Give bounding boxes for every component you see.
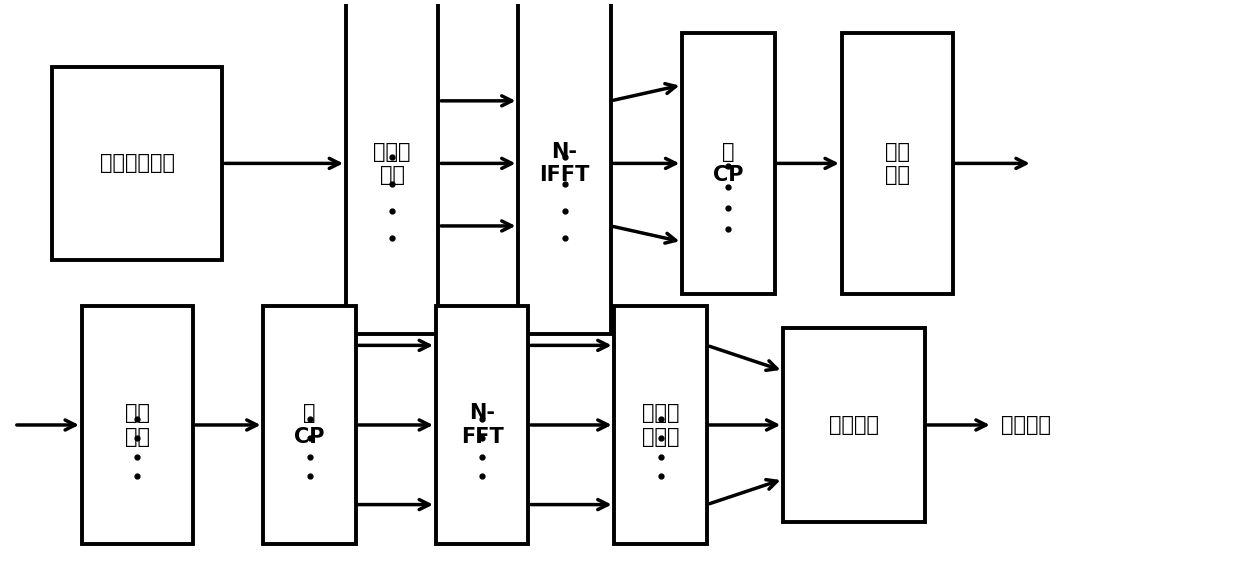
- Text: 导频序列生成: 导频序列生成: [99, 153, 175, 174]
- Bar: [682, 32, 775, 294]
- Text: N-
FFT: N- FFT: [461, 403, 503, 447]
- Bar: [842, 32, 952, 294]
- Text: 子载波
映射: 子载波 映射: [373, 142, 410, 185]
- Text: 加
CP: 加 CP: [713, 142, 744, 185]
- Bar: [436, 306, 528, 545]
- Bar: [784, 328, 925, 522]
- Bar: [615, 306, 707, 545]
- Text: 去
CP: 去 CP: [294, 403, 325, 447]
- Text: 信道响应: 信道响应: [1001, 415, 1052, 435]
- Text: N-
IFFT: N- IFFT: [539, 142, 590, 185]
- Text: 接收
单元: 接收 单元: [125, 403, 150, 447]
- Text: 信道估计: 信道估计: [830, 415, 879, 435]
- Bar: [263, 306, 356, 545]
- Bar: [346, 0, 438, 334]
- Bar: [82, 306, 192, 545]
- Bar: [518, 0, 611, 334]
- Text: 子载波
解映射: 子载波 解映射: [642, 403, 680, 447]
- Bar: [52, 67, 222, 260]
- Text: 发射
单元: 发射 单元: [884, 142, 910, 185]
